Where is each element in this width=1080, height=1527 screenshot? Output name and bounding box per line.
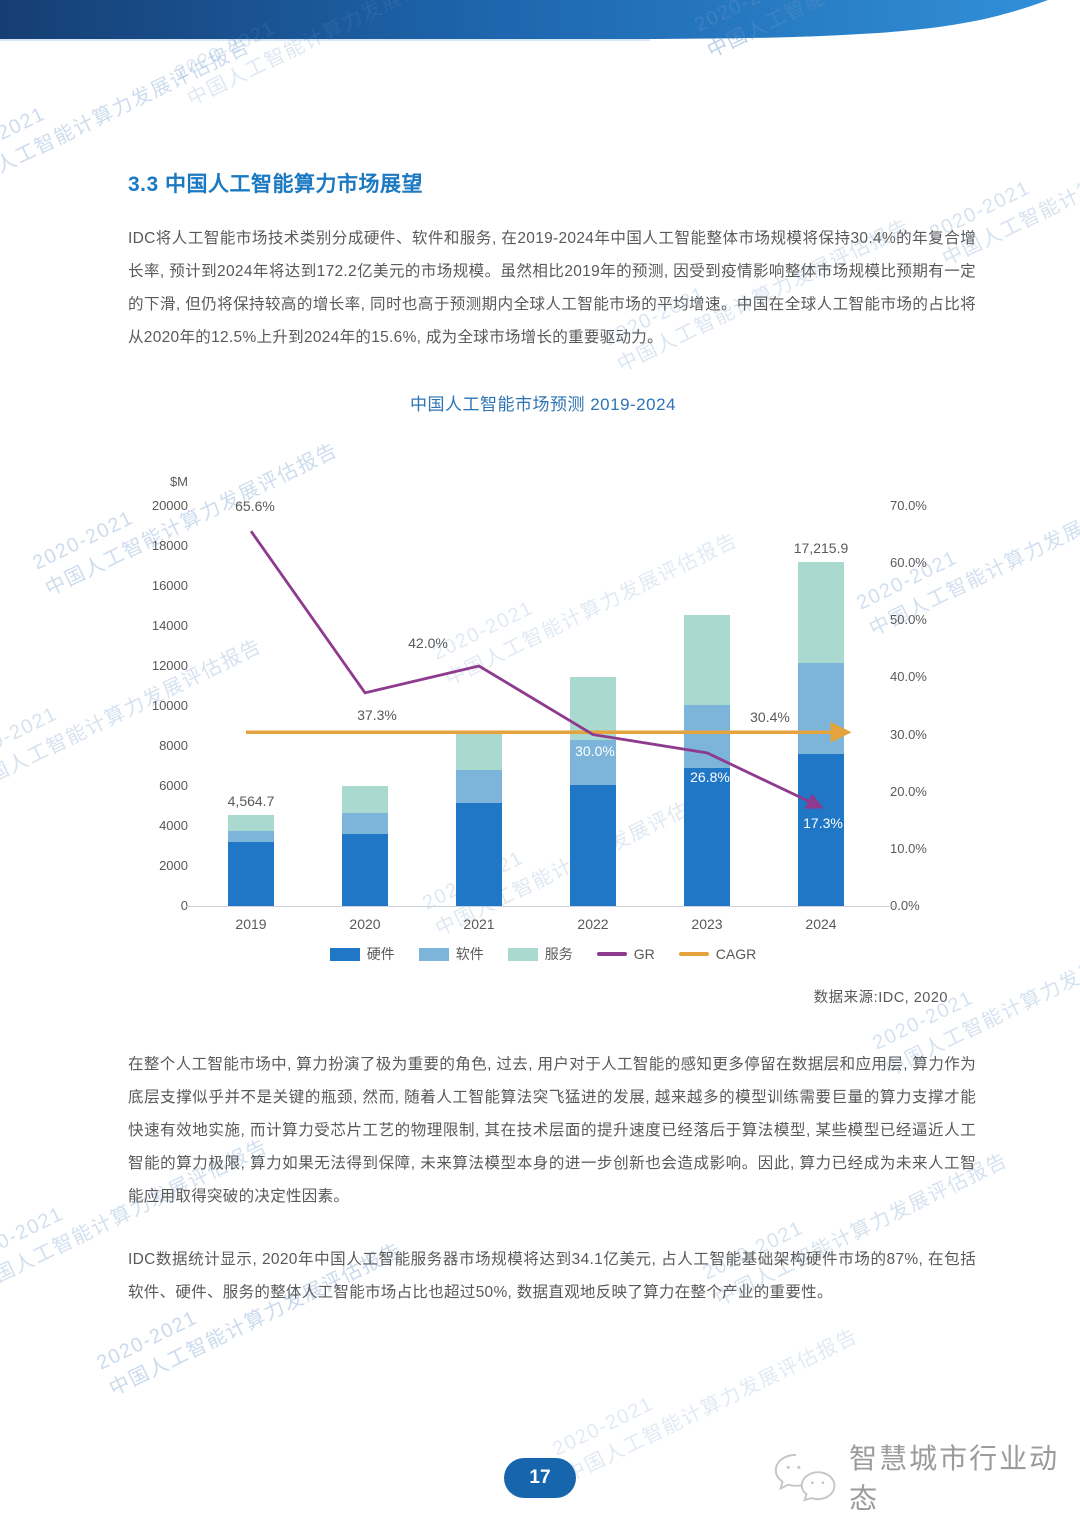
legend-swatch-icon (329, 947, 360, 961)
x-axis-label: 2023 (691, 916, 723, 932)
bar-segment-软件 (228, 830, 274, 842)
footer-brand-text: 智慧城市行业动态 (849, 1443, 1060, 1514)
x-axis-label: 2019 (235, 916, 267, 932)
cagr-value-label: 30.4% (750, 709, 790, 725)
bar-segment-软件 (456, 770, 502, 803)
figure: 中国人工智能市场预测 2019-2024 $M 20000 18000 16000 14… (128, 388, 958, 1028)
bar-segment-硬件 (570, 785, 616, 906)
chart-title: 中国人工智能市场预测 2019-2024 (409, 395, 677, 414)
left-axis-tick: 20000 (151, 498, 188, 513)
gr-point-label: 65.6% (235, 498, 275, 514)
page-number-badge: 17 (504, 1458, 576, 1498)
bar-segment-硬件 (684, 768, 730, 906)
footer-brand: 智慧城市行业动态 (770, 1437, 1080, 1517)
right-axis-tick: 10.0% (890, 840, 927, 856)
legend-line-icon (678, 952, 709, 956)
right-axis-tick: 50.0% (890, 612, 927, 628)
chart-legend: 硬件 软件 服务 GR CAGR (128, 944, 958, 964)
left-axis-unit: $M (169, 474, 188, 489)
legend-item-服务: 服务 (507, 944, 573, 964)
x-axis-label: 2022 (577, 916, 609, 932)
legend-swatch-icon (507, 947, 538, 961)
x-axis-line (186, 906, 894, 907)
bar-total-label: 17,215.9 (793, 539, 849, 556)
left-axis-tick: 2000 (159, 858, 188, 873)
gr-point-label: 37.3% (357, 707, 397, 723)
bar-segment-软件 (342, 813, 388, 834)
legend-item-CAGR: CAGR (678, 946, 757, 962)
section-heading: 3.3 中国人工智能算力市场展望 (128, 173, 424, 196)
legend-item-GR: GR (596, 946, 655, 962)
left-axis-tick: 8000 (159, 738, 188, 753)
legend-label: GR (633, 946, 655, 962)
bar-segment-服务 (570, 677, 616, 740)
right-axis-tick: 40.0% (890, 669, 927, 685)
right-axis-tick: 30.0% (890, 726, 927, 742)
left-axis-tick: 6000 (159, 778, 188, 793)
bar-segment-服务 (456, 732, 502, 770)
right-axis-tick: 0.0% (890, 898, 920, 913)
right-axis-tick: 70.0% (890, 498, 927, 513)
header-swoosh (0, 0, 1048, 41)
legend-item-软件: 软件 (418, 944, 484, 964)
bar-segment-服务 (228, 814, 274, 831)
paragraph-1: IDC将人工智能市场技术类别分成硬件、软件和服务, 在2019-2024年中国人… (128, 230, 976, 346)
x-axis-label: 2020 (349, 916, 381, 932)
left-axis-tick: 14000 (151, 618, 188, 633)
bar-segment-硬件 (228, 842, 274, 906)
legend-swatch-icon (418, 947, 449, 961)
left-axis-tick: 12000 (151, 658, 188, 673)
gr-point-label: 26.8% (690, 769, 730, 785)
legend-label: 硬件 (366, 946, 395, 962)
right-axis-tick: 20.0% (890, 783, 927, 799)
legend-label: 服务 (544, 946, 573, 962)
left-axis-tick: 16000 (151, 578, 188, 593)
x-axis-label: 2021 (463, 916, 495, 932)
bar-segment-硬件 (456, 803, 502, 906)
bar-segment-服务 (798, 561, 844, 663)
bar-segment-服务 (342, 786, 388, 813)
chat-bubbles-logo-icon (774, 1453, 836, 1502)
bar-total-label: 4,564.7 (227, 792, 275, 809)
left-axis-tick: 18000 (151, 538, 188, 553)
legend-label: 软件 (455, 946, 484, 962)
left-axis-tick: 10000 (151, 698, 188, 713)
bar-segment-硬件 (342, 834, 388, 906)
data-source: 数据来源:IDC, 2020 (813, 990, 948, 1006)
left-axis-tick: 0 (180, 898, 188, 913)
paragraph-2: 在整个人工智能市场中, 算力扮演了极为重要的角色, 过去, 用户对于人工智能的感… (128, 1056, 976, 1205)
legend-item-硬件: 硬件 (329, 944, 395, 964)
gr-point-label: 30.0% (575, 743, 615, 759)
gr-point-label: 17.3% (803, 815, 843, 831)
legend-line-icon (596, 952, 627, 956)
bar-segment-服务 (684, 615, 730, 705)
legend-label: CAGR (715, 946, 757, 962)
left-axis-tick: 4000 (159, 818, 188, 833)
bar-segment-软件 (684, 705, 730, 768)
gr-line (249, 530, 824, 809)
x-axis-label: 2024 (805, 916, 837, 932)
gr-point-label: 42.0% (408, 635, 448, 651)
right-axis-tick: 60.0% (890, 555, 927, 571)
paragraph-3: IDC数据统计显示, 2020年中国人工智能服务器市场规模将达到34.1亿美元,… (128, 1251, 976, 1301)
